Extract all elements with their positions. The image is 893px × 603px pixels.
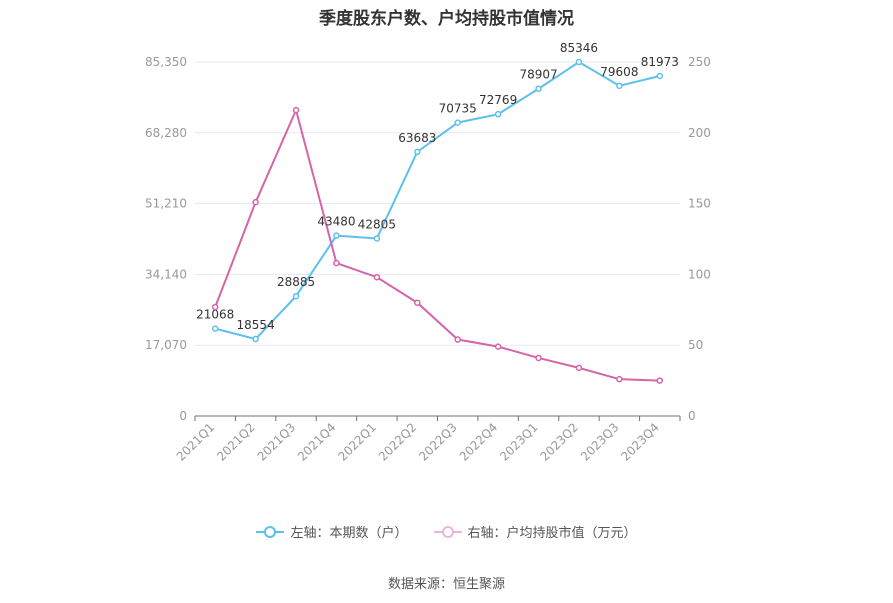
series-point-0 — [292, 292, 300, 300]
data-label: 85346 — [560, 41, 598, 55]
data-label: 72769 — [479, 93, 517, 107]
series-point-1 — [656, 377, 664, 384]
series-point-1 — [373, 273, 381, 281]
series-line-1 — [214, 107, 660, 382]
data-label: 43480 — [317, 215, 355, 229]
series-point-1 — [575, 364, 583, 372]
x-axis-tick-label: 2022Q3 — [416, 420, 460, 464]
series-point-0 — [454, 119, 461, 126]
right-axis-tick-label: 250 — [688, 55, 711, 69]
right-axis-tick-label: 0 — [688, 409, 696, 423]
series-line-0 — [214, 60, 661, 341]
series-point-0 — [252, 335, 259, 343]
data-label: 28885 — [277, 275, 315, 289]
series-point-1 — [414, 299, 421, 306]
left-axis-tick-label: 51,210 — [145, 197, 187, 211]
x-axis-tick-label: 2021Q1 — [174, 420, 218, 464]
x-axis-tick-label: 2021Q3 — [255, 420, 299, 464]
series-point-0 — [616, 82, 623, 90]
x-axis-tick-label: 2022Q2 — [376, 420, 420, 464]
series-point-0 — [373, 235, 381, 242]
legend-swatch-avg-value — [433, 525, 462, 539]
legend-swatch-households — [256, 525, 285, 539]
series-point-1 — [535, 354, 542, 362]
series-point-0 — [414, 148, 421, 156]
right-axis-tick-label: 50 — [688, 338, 703, 352]
series-point-0 — [535, 85, 542, 92]
data-label: 78907 — [519, 68, 557, 82]
x-axis-tick-label: 2023Q1 — [497, 420, 541, 464]
series-point-0 — [575, 58, 583, 66]
x-axis-tick-label: 2023Q3 — [578, 420, 622, 464]
x-axis-tick-label: 2021Q4 — [295, 420, 339, 464]
data-label: 79608 — [600, 65, 638, 79]
x-axis-tick-label: 2021Q2 — [214, 420, 258, 464]
series-point-1 — [616, 375, 623, 383]
legend-label-households: 左轴：本期数（户） — [290, 526, 408, 541]
left-axis-tick-label: 17,070 — [145, 338, 187, 352]
data-source-note: 数据来源：恒生聚源 — [387, 577, 505, 592]
series-point-1 — [292, 106, 300, 114]
left-axis-tick-label: 68,280 — [145, 126, 187, 140]
legend-item-households[interactable]: 左轴：本期数（户） — [256, 522, 408, 541]
data-label: 21068 — [196, 308, 234, 322]
series-point-1 — [252, 198, 259, 206]
left-axis-tick-label: 0 — [179, 409, 187, 423]
series-point-0 — [656, 72, 664, 80]
x-axis-tick-label: 2023Q4 — [618, 420, 662, 464]
series-point-1 — [211, 303, 219, 311]
left-axis-tick-label: 85,350 — [145, 55, 187, 69]
data-label: 63683 — [398, 131, 436, 145]
data-label: 18554 — [237, 318, 275, 332]
legend-label-avg-value: 右轴：户均持股市值（万元） — [467, 526, 637, 541]
series-point-1 — [454, 336, 461, 343]
x-axis-tick-label: 2023Q2 — [538, 420, 582, 464]
data-label: 70735 — [439, 102, 477, 116]
series-point-0 — [211, 325, 219, 332]
series-point-1 — [494, 343, 502, 350]
x-axis-tick-label: 2022Q1 — [335, 420, 379, 464]
series-point-1 — [333, 259, 340, 267]
data-label: 42805 — [358, 217, 396, 231]
right-axis-tick-label: 150 — [688, 197, 711, 211]
series-point-0 — [333, 232, 340, 239]
x-axis-tick-label: 2022Q4 — [457, 420, 501, 464]
right-axis-tick-label: 100 — [688, 267, 711, 281]
legend-item-avg-value[interactable]: 右轴：户均持股市值（万元） — [433, 522, 637, 541]
data-label: 81973 — [641, 55, 679, 69]
chart-title: 季度股东户数、户均持股市值情况 — [319, 9, 574, 29]
series-point-0 — [494, 110, 502, 118]
left-axis-tick-label: 34,140 — [145, 267, 187, 281]
right-axis-tick-label: 200 — [688, 126, 711, 140]
chart-legend: 左轴：本期数（户） 右轴：户均持股市值（万元） — [0, 522, 893, 541]
